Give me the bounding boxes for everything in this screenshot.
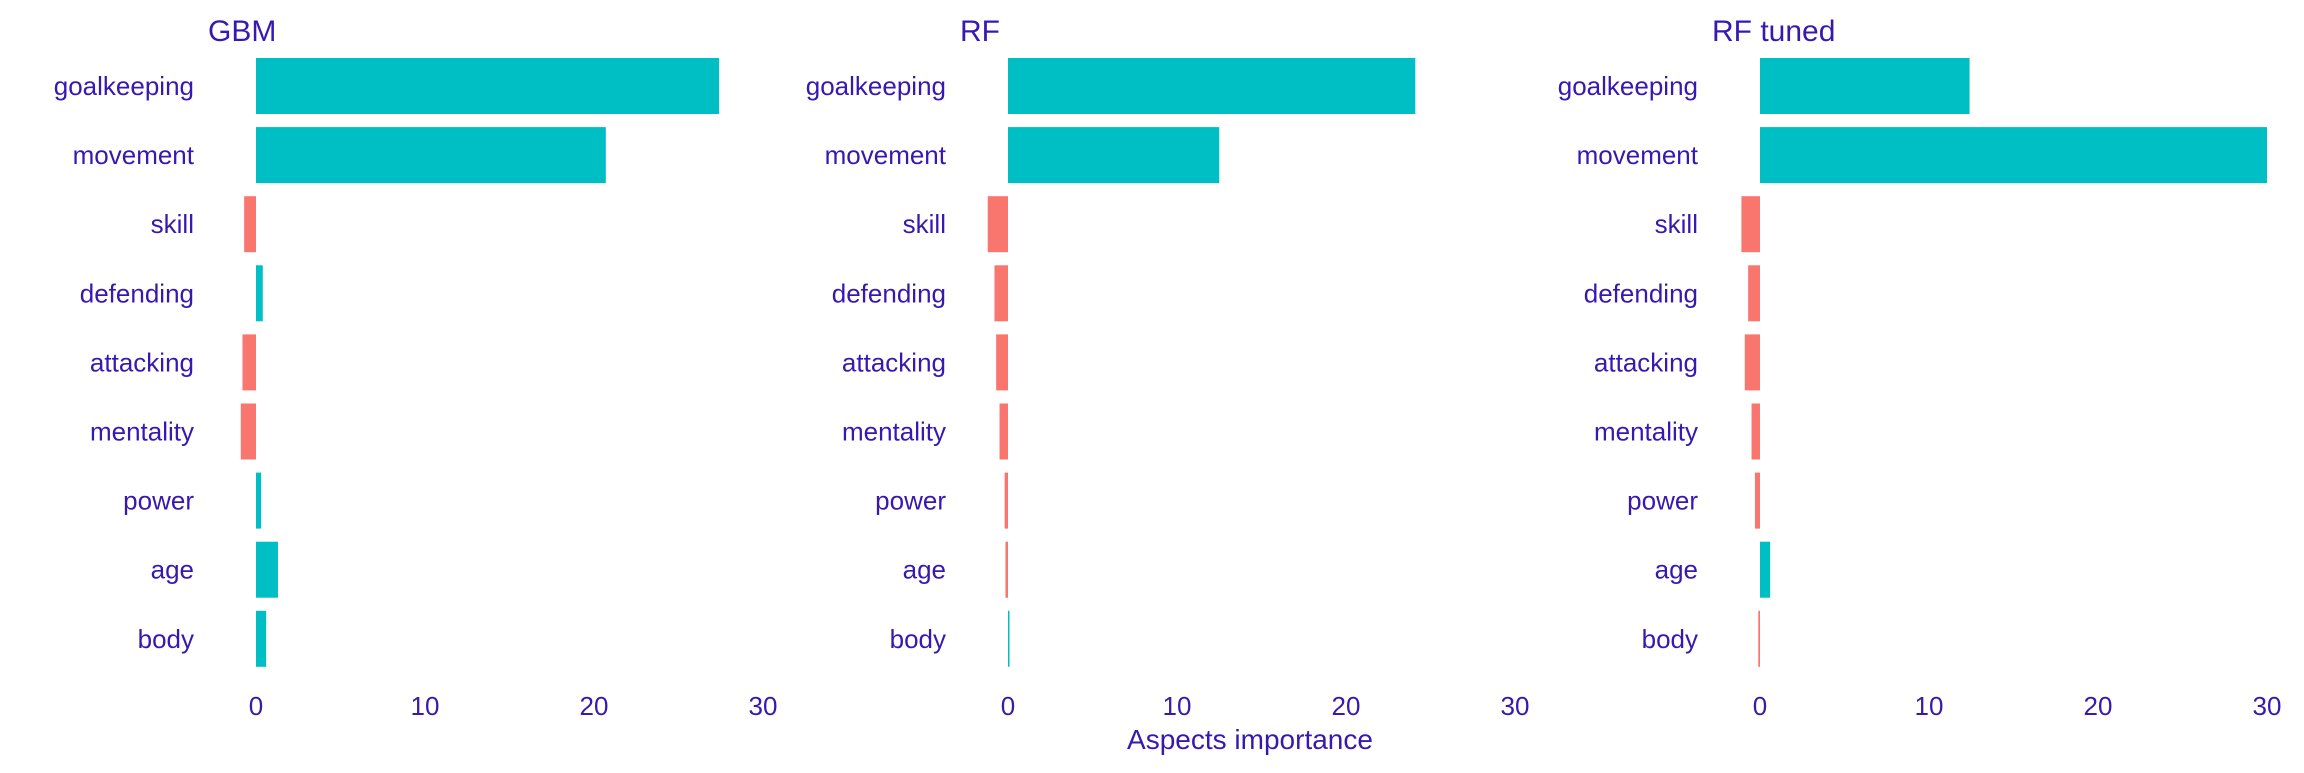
category-label: body [138,624,194,654]
bar-attacking [1744,334,1760,391]
bar-power [1004,472,1008,529]
category-label: goalkeeping [54,71,194,101]
category-label: skill [1655,209,1698,239]
x-tick-label: 30 [2253,691,2282,721]
x-tick-label: 20 [1332,691,1361,721]
category-label: movement [1577,140,1699,170]
bar-attacking [996,334,1008,391]
category-label: attacking [1594,347,1698,377]
bar-mentality [240,403,256,460]
category-label: defending [80,278,194,308]
category-label: mentality [90,417,194,447]
category-label: mentality [1594,417,1698,447]
category-label: body [890,624,946,654]
bar-age [256,541,278,598]
bar-power [1754,472,1760,529]
category-label: age [1655,555,1698,585]
category-label: goalkeeping [1558,71,1698,101]
category-label: defending [1584,278,1698,308]
category-label: defending [832,278,946,308]
x-tick-label: 10 [411,691,440,721]
category-label: power [123,486,194,516]
panel-title: RF tuned [1712,15,1835,48]
bar-attacking [242,334,256,391]
category-label: skill [151,209,194,239]
bar-movement [1760,127,2267,184]
bar-body [256,610,267,667]
bar-movement [256,127,606,184]
panel-title: RF [960,15,1000,48]
bar-goalkeeping [256,58,720,114]
category-label: attacking [842,347,946,377]
bar-goalkeeping [1008,58,1416,114]
category-label: power [1627,486,1698,516]
bar-defending [256,265,263,322]
bar-defending [1748,265,1760,322]
category-label: attacking [90,347,194,377]
bar-age [1005,541,1008,598]
category-label: age [151,555,194,585]
bar-power [256,472,262,529]
bar-goalkeeping [1760,58,1970,114]
x-tick-label: 10 [1163,691,1192,721]
category-label: movement [825,140,947,170]
bar-body [1008,610,1010,667]
category-label: body [1642,624,1698,654]
category-label: age [903,555,946,585]
panel-title: GBM [208,15,276,48]
bar-mentality [1751,403,1760,460]
bar-movement [1008,127,1220,184]
x-axis-title: Aspects importance [1127,724,1373,755]
category-label: movement [73,140,195,170]
category-label: goalkeeping [806,71,946,101]
x-tick-label: 0 [1753,691,1767,721]
category-label: skill [903,209,946,239]
bar-body [1758,610,1760,667]
x-tick-label: 0 [1001,691,1015,721]
bar-skill [987,196,1008,253]
x-tick-label: 30 [749,691,778,721]
x-tick-label: 10 [1915,691,1944,721]
bar-defending [994,265,1008,322]
x-tick-label: 20 [580,691,609,721]
category-label: mentality [842,417,946,447]
x-tick-label: 0 [249,691,263,721]
bar-skill [1741,196,1760,253]
bar-age [1760,541,1771,598]
x-tick-label: 20 [2084,691,2113,721]
category-label: power [875,486,946,516]
bar-skill [244,196,256,253]
x-tick-label: 30 [1501,691,1530,721]
bar-mentality [999,403,1008,460]
